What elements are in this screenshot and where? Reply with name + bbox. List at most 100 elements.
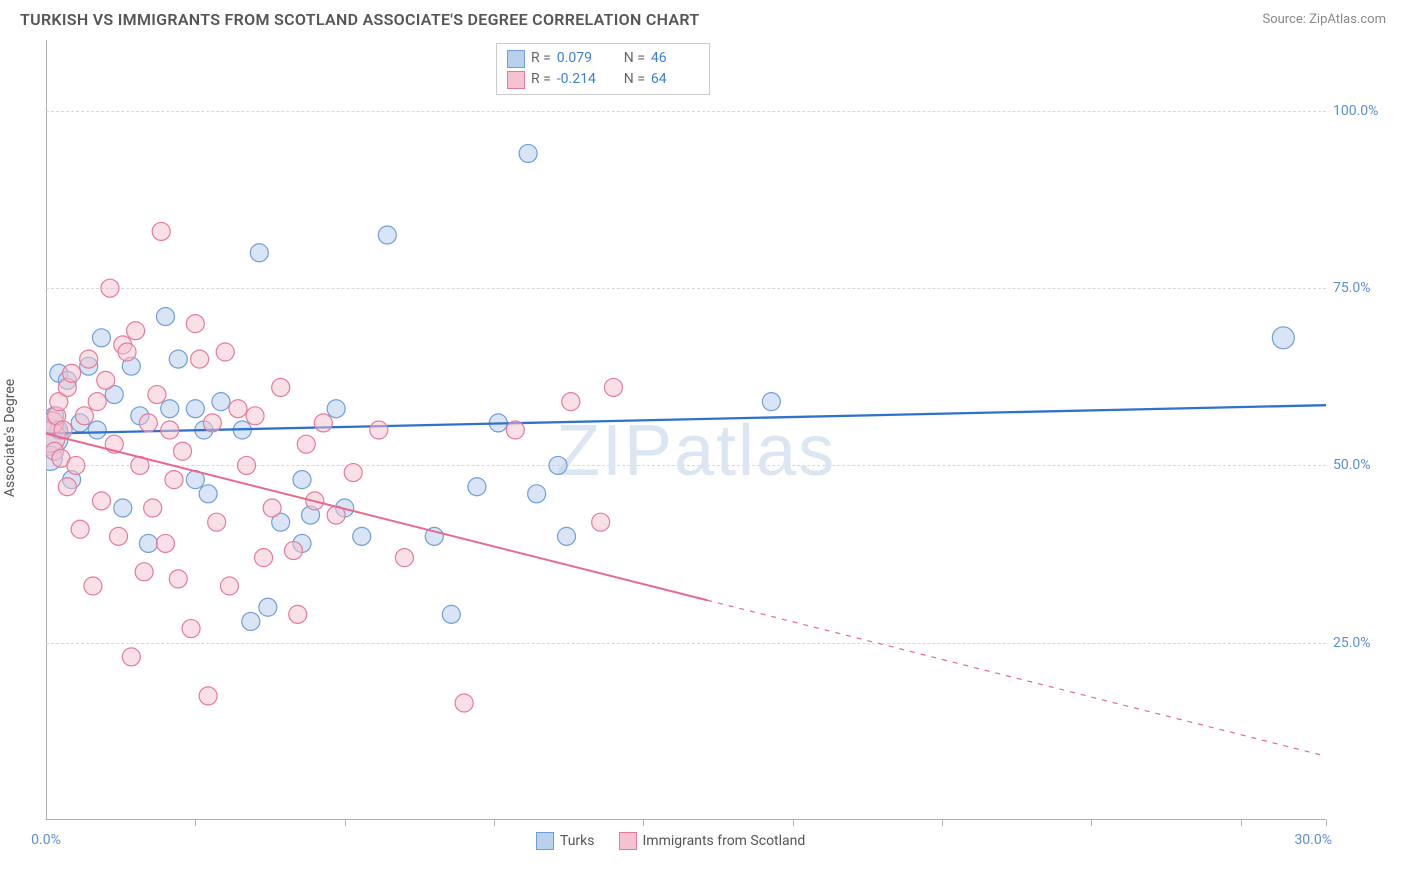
data-point bbox=[238, 456, 256, 474]
legend-swatch bbox=[619, 832, 637, 850]
x-tick bbox=[345, 820, 346, 826]
data-point bbox=[144, 499, 162, 517]
stat-label: N = bbox=[624, 69, 645, 90]
data-point bbox=[199, 485, 217, 503]
data-point bbox=[242, 612, 260, 630]
data-point bbox=[165, 471, 183, 489]
data-point bbox=[353, 527, 371, 545]
x-tick bbox=[793, 820, 794, 826]
data-point bbox=[186, 400, 204, 418]
data-point bbox=[156, 308, 174, 326]
data-point bbox=[528, 485, 546, 503]
data-point bbox=[468, 478, 486, 496]
legend-swatch bbox=[507, 50, 525, 68]
data-point bbox=[246, 407, 264, 425]
data-point bbox=[139, 414, 157, 432]
data-point bbox=[255, 549, 273, 567]
data-point bbox=[199, 687, 217, 705]
data-point bbox=[327, 400, 345, 418]
data-point bbox=[75, 407, 93, 425]
data-point bbox=[1272, 327, 1294, 349]
data-point bbox=[101, 279, 119, 297]
data-point bbox=[250, 244, 268, 262]
data-point bbox=[284, 542, 302, 560]
scatter-plot-svg bbox=[46, 40, 1326, 820]
r-value: -0.214 bbox=[557, 69, 605, 90]
data-point bbox=[88, 393, 106, 411]
data-point bbox=[63, 364, 81, 382]
data-point bbox=[549, 456, 567, 474]
data-point bbox=[118, 343, 136, 361]
data-point bbox=[263, 499, 281, 517]
x-tick bbox=[1241, 820, 1242, 826]
correlation-chart: ZIPatlas R = 0.079 N = 46R = -0.214 N = … bbox=[46, 40, 1326, 820]
data-point bbox=[139, 534, 157, 552]
data-point bbox=[97, 371, 115, 389]
data-point bbox=[156, 534, 174, 552]
y-tick-label: 50.0% bbox=[1333, 457, 1388, 473]
data-point bbox=[455, 694, 473, 712]
legend-item: Immigrants from Scotland bbox=[619, 832, 806, 850]
data-point bbox=[314, 414, 332, 432]
data-point bbox=[370, 421, 388, 439]
stat-label: R = bbox=[531, 69, 551, 90]
data-point bbox=[208, 513, 226, 531]
data-point bbox=[148, 386, 166, 404]
data-point bbox=[272, 378, 290, 396]
data-point bbox=[212, 393, 230, 411]
data-point bbox=[216, 343, 234, 361]
y-tick-label: 75.0% bbox=[1333, 280, 1388, 296]
data-point bbox=[592, 513, 610, 531]
series-legend: TurksImmigrants from Scotland bbox=[536, 832, 805, 850]
data-point bbox=[442, 605, 460, 623]
x-tick bbox=[195, 820, 196, 826]
data-point bbox=[604, 378, 622, 396]
stat-label: N = bbox=[624, 48, 645, 69]
x-max-label: 30.0% bbox=[1294, 832, 1332, 848]
data-point bbox=[110, 527, 128, 545]
x-tick bbox=[494, 820, 495, 826]
data-point bbox=[191, 350, 209, 368]
data-point bbox=[519, 144, 537, 162]
y-tick-label: 100.0% bbox=[1333, 103, 1388, 119]
legend-stats-row: R = -0.214 N = 64 bbox=[507, 69, 699, 90]
data-point bbox=[259, 598, 277, 616]
data-point bbox=[161, 400, 179, 418]
data-point bbox=[92, 329, 110, 347]
data-point bbox=[114, 499, 132, 517]
page-title: TURKISH VS IMMIGRANTS FROM SCOTLAND ASSO… bbox=[20, 10, 700, 29]
data-point bbox=[203, 414, 221, 432]
data-point bbox=[186, 315, 204, 333]
data-point bbox=[161, 421, 179, 439]
data-point bbox=[344, 464, 362, 482]
data-point bbox=[220, 577, 238, 595]
stat-label: R = bbox=[531, 48, 551, 69]
y-tick-label: 25.0% bbox=[1333, 635, 1388, 651]
data-point bbox=[169, 350, 187, 368]
data-point bbox=[395, 549, 413, 567]
data-point bbox=[558, 527, 576, 545]
data-point bbox=[506, 421, 524, 439]
x-tick bbox=[643, 820, 644, 826]
data-point bbox=[71, 520, 89, 538]
x-origin-label: 0.0% bbox=[31, 832, 61, 848]
data-point bbox=[122, 648, 140, 666]
x-tick bbox=[1091, 820, 1092, 826]
source-attribution: Source: ZipAtlas.com bbox=[1262, 12, 1386, 27]
n-value: 64 bbox=[651, 69, 699, 90]
data-point bbox=[127, 322, 145, 340]
data-point bbox=[293, 471, 311, 489]
trend-line-extrapolated bbox=[707, 600, 1326, 756]
data-point bbox=[92, 492, 110, 510]
legend-label: Immigrants from Scotland bbox=[643, 833, 806, 849]
data-point bbox=[67, 456, 85, 474]
x-tick bbox=[942, 820, 943, 826]
data-point bbox=[562, 393, 580, 411]
r-value: 0.079 bbox=[557, 48, 605, 69]
legend-swatch bbox=[507, 71, 525, 89]
data-point bbox=[297, 435, 315, 453]
n-value: 46 bbox=[651, 48, 699, 69]
data-point bbox=[169, 570, 187, 588]
data-point bbox=[174, 442, 192, 460]
x-tick bbox=[1326, 820, 1327, 826]
